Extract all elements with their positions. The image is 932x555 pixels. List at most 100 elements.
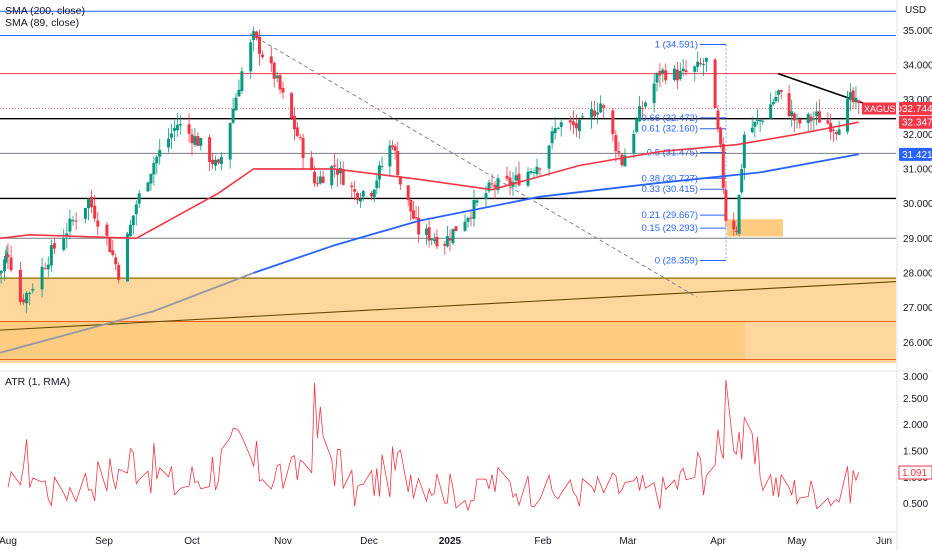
fib-diagonal (249, 33, 698, 298)
candle-body (806, 113, 810, 123)
candle-body (451, 228, 455, 244)
candle-body (90, 196, 94, 208)
candle-body (414, 217, 418, 219)
candle-body (196, 136, 200, 146)
candle-body (370, 192, 374, 197)
candle-body (696, 61, 700, 67)
candle-body (125, 233, 129, 282)
candle-body (269, 56, 273, 64)
candle-body (187, 124, 191, 134)
candle-body (812, 118, 816, 120)
candle-body (769, 104, 773, 119)
candle-body (21, 299, 25, 303)
candle-body (484, 193, 488, 200)
candle-body (792, 113, 796, 121)
time-tick: Oct (184, 536, 200, 547)
candle-body (641, 108, 645, 110)
candle-body (356, 193, 360, 201)
atr-tag-text: 1.091 (902, 468, 927, 479)
sma200-tag-bg (899, 147, 932, 161)
candle-body (199, 137, 203, 146)
candle-body (635, 119, 639, 132)
candle-body (237, 89, 241, 97)
candle-body (255, 31, 259, 38)
candle-body (599, 103, 603, 113)
candle-body (40, 266, 44, 290)
currency-label: USD (905, 5, 926, 16)
candle-body (290, 93, 294, 119)
candle-body (771, 101, 775, 105)
candle-body (809, 116, 813, 122)
candle-body (623, 155, 627, 167)
candle-body (111, 250, 115, 256)
candle-body (463, 221, 467, 231)
time-tick: Aug (0, 536, 17, 547)
atr-tag-bg (898, 465, 932, 480)
candle-body (756, 119, 759, 121)
candle-body (538, 168, 542, 170)
candle-body (281, 88, 285, 93)
legend-sma89: SMA (89, close) (5, 17, 79, 29)
candle-body (593, 110, 597, 117)
candle-body (272, 62, 276, 79)
candle-body (358, 198, 362, 202)
candle-body (411, 210, 415, 219)
candles (0, 26, 861, 313)
candle-body (664, 70, 668, 81)
atr-title: ATR (1, RMA) (5, 376, 70, 388)
candle-body (713, 59, 717, 109)
candle-body (505, 175, 509, 179)
candle-body (837, 129, 841, 135)
candle-body (193, 136, 197, 146)
price-tick: 32.000 (903, 130, 932, 141)
candle-body (6, 254, 10, 258)
candle-body (716, 110, 720, 130)
time-tick: Mar (619, 536, 637, 547)
candle-body (234, 97, 238, 111)
atr-line (7, 379, 860, 512)
candle-body (398, 176, 402, 185)
candle-body (275, 75, 279, 79)
price-tick: 33.000 (903, 95, 932, 106)
price-tick: 29.000 (903, 234, 932, 245)
candle-body (638, 106, 642, 122)
time-tick: Feb (534, 536, 552, 547)
zone-rect-inner (0, 321, 745, 360)
candle-body (577, 119, 581, 132)
candle-body (155, 156, 159, 164)
candle-body (93, 205, 97, 219)
candle-body (655, 73, 659, 83)
candle-body (149, 173, 153, 184)
time-tick: Dec (360, 536, 378, 547)
candle-body (448, 238, 452, 241)
atr-tick: 2.500 (903, 394, 928, 405)
candle-body (31, 288, 35, 291)
candle-body (114, 257, 118, 265)
candle-body (574, 123, 578, 129)
fib-label: 0.33 (30.415) (641, 184, 698, 195)
candle-body (301, 137, 305, 159)
fib-label: 0.5 (31.475) (647, 147, 698, 158)
candle-body (602, 105, 606, 108)
time-tick: Nov (274, 536, 292, 547)
candle-body (699, 63, 703, 65)
candle-body (596, 112, 600, 115)
candle-body (774, 96, 778, 102)
candle-body (435, 236, 439, 247)
candle-body (28, 292, 32, 294)
candle-body (190, 134, 194, 144)
candle-body (108, 238, 112, 253)
candle-body (693, 66, 697, 72)
symbol-tag-text: XAGUSD (864, 104, 903, 114)
candle-body (128, 224, 132, 236)
candle-body (493, 184, 497, 188)
sma89-tag-bg (899, 115, 932, 129)
time-tick: May (788, 536, 807, 547)
candle-body (724, 190, 728, 221)
candle-body (758, 120, 762, 122)
candle-body (529, 171, 533, 174)
candle-body (614, 135, 618, 152)
